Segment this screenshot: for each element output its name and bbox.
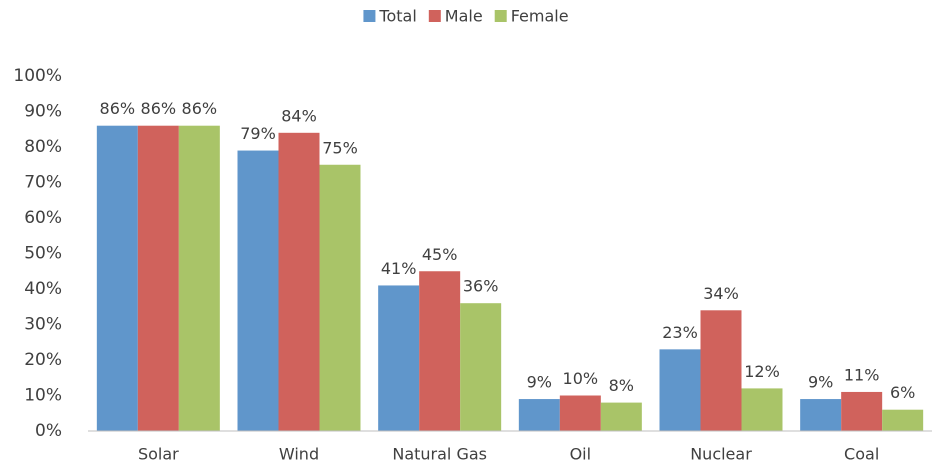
bar [237, 150, 279, 432]
x-tick-label: Nuclear [690, 445, 752, 464]
bar [559, 395, 601, 431]
data-label: 9% [527, 373, 552, 392]
data-label: 86% [141, 99, 177, 118]
bar [419, 271, 461, 431]
legend-swatch [363, 10, 376, 22]
bar [882, 409, 924, 431]
x-tick-label: Wind [279, 445, 319, 464]
y-tick-label: 100% [13, 66, 62, 86]
data-label: 6% [890, 383, 915, 402]
legend-swatch [428, 10, 441, 22]
y-tick-label: 80% [24, 137, 62, 157]
bar [741, 388, 783, 431]
bar [178, 125, 220, 431]
y-tick-label: 50% [24, 244, 62, 264]
legend-label: Total [378, 7, 416, 26]
bar [96, 125, 138, 431]
data-label: 75% [322, 138, 358, 157]
y-tick-label: 30% [24, 315, 62, 335]
bar [600, 402, 642, 431]
bar [319, 164, 361, 431]
y-tick-label: 90% [24, 102, 62, 122]
data-label: 34% [703, 284, 739, 303]
x-tick-label: Natural Gas [392, 445, 487, 464]
data-label: 23% [662, 323, 698, 342]
bar [278, 132, 320, 432]
x-tick-label: Oil [570, 445, 591, 464]
bar [460, 303, 502, 431]
data-label: 10% [563, 369, 599, 388]
data-label: 9% [808, 373, 833, 392]
y-tick-label: 0% [35, 421, 62, 441]
data-label: 41% [381, 259, 417, 278]
y-tick-label: 40% [24, 279, 62, 299]
bar [800, 399, 842, 431]
x-tick-label: Coal [844, 445, 879, 464]
bar [700, 310, 742, 431]
data-label: 11% [844, 365, 880, 384]
bar [518, 399, 560, 431]
data-label: 79% [240, 124, 276, 143]
data-label: 45% [422, 245, 458, 264]
data-label: 86% [182, 99, 218, 118]
y-tick-label: 10% [24, 386, 62, 406]
data-label: 8% [609, 376, 634, 395]
y-tick-label: 70% [24, 173, 62, 193]
y-tick-label: 20% [24, 350, 62, 370]
x-tick-label: Solar [138, 445, 179, 464]
legend-swatch [494, 10, 507, 22]
bar [378, 285, 420, 431]
bar [841, 391, 883, 431]
bar [137, 125, 179, 431]
data-label: 84% [281, 106, 317, 125]
y-tick-label: 60% [24, 208, 62, 228]
legend-label: Male [445, 7, 483, 26]
data-label: 12% [744, 362, 780, 381]
data-label: 86% [100, 99, 136, 118]
bar [659, 349, 701, 431]
legend-label: Female [511, 7, 569, 26]
data-label: 36% [463, 277, 499, 296]
